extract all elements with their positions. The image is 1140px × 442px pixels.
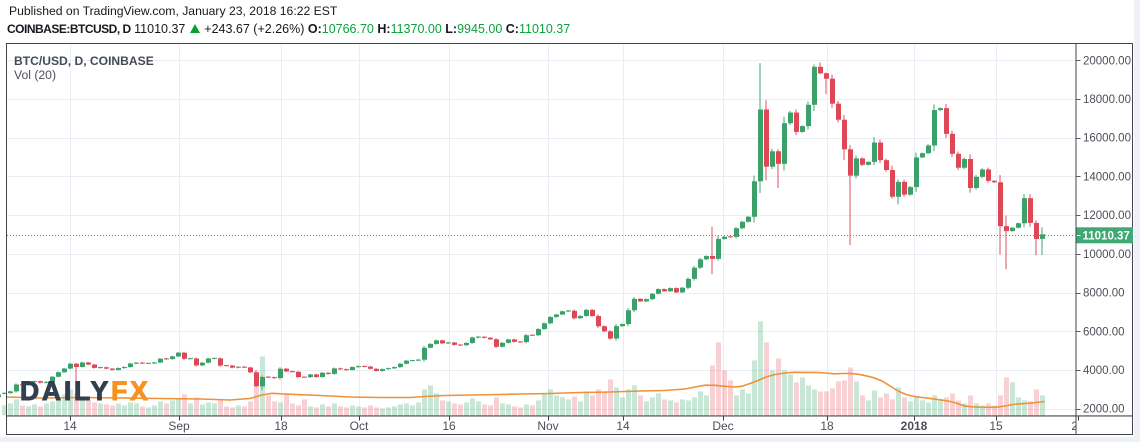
svg-text:16000.00: 16000.00 bbox=[1083, 133, 1131, 145]
svg-text:BTC/USD, D, COINBASE: BTC/USD, D, COINBASE bbox=[14, 54, 154, 68]
svg-text:20000.00: 20000.00 bbox=[1083, 55, 1131, 67]
svg-text:2018: 2018 bbox=[901, 419, 928, 433]
svg-text:Dec: Dec bbox=[712, 419, 733, 433]
svg-text:18000.00: 18000.00 bbox=[1083, 94, 1131, 106]
svg-text:2000.00: 2000.00 bbox=[1083, 404, 1125, 416]
svg-text:15: 15 bbox=[989, 419, 1003, 433]
svg-text:10000.00: 10000.00 bbox=[1083, 249, 1131, 261]
svg-text:14: 14 bbox=[63, 419, 77, 433]
svg-text:Oct: Oct bbox=[350, 419, 369, 433]
svg-text:16: 16 bbox=[442, 419, 456, 433]
svg-text:11010.37: 11010.37 bbox=[1083, 231, 1130, 243]
svg-text:14000.00: 14000.00 bbox=[1083, 171, 1131, 183]
svg-text:18: 18 bbox=[820, 419, 834, 433]
svg-text:Sep: Sep bbox=[168, 419, 190, 433]
svg-text:18: 18 bbox=[274, 419, 288, 433]
svg-text:14: 14 bbox=[616, 419, 630, 433]
svg-text:Nov: Nov bbox=[537, 419, 558, 433]
svg-text:6000.00: 6000.00 bbox=[1083, 326, 1125, 338]
svg-text:12000.00: 12000.00 bbox=[1083, 210, 1131, 222]
svg-text:28: 28 bbox=[1071, 419, 1085, 433]
svg-text:Vol (20): Vol (20) bbox=[14, 68, 56, 82]
svg-text:4000.00: 4000.00 bbox=[1083, 365, 1125, 377]
svg-text:8000.00: 8000.00 bbox=[1083, 288, 1125, 300]
